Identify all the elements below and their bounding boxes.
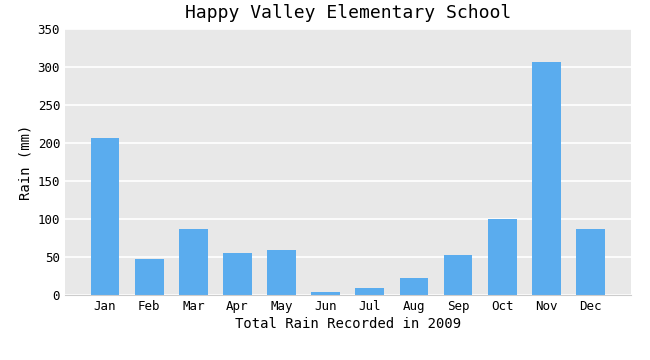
Bar bbox=[576, 229, 604, 295]
Bar bbox=[444, 255, 473, 295]
Bar bbox=[135, 260, 164, 295]
Bar bbox=[267, 250, 296, 295]
Y-axis label: Rain (mm): Rain (mm) bbox=[18, 124, 32, 200]
Bar bbox=[400, 278, 428, 295]
Bar bbox=[488, 219, 517, 295]
Bar bbox=[91, 138, 120, 295]
Bar bbox=[223, 253, 252, 295]
Bar bbox=[532, 62, 561, 295]
Bar bbox=[356, 288, 384, 295]
Bar bbox=[311, 292, 340, 295]
Title: Happy Valley Elementary School: Happy Valley Elementary School bbox=[185, 4, 511, 22]
Bar bbox=[179, 229, 207, 295]
X-axis label: Total Rain Recorded in 2009: Total Rain Recorded in 2009 bbox=[235, 317, 461, 331]
